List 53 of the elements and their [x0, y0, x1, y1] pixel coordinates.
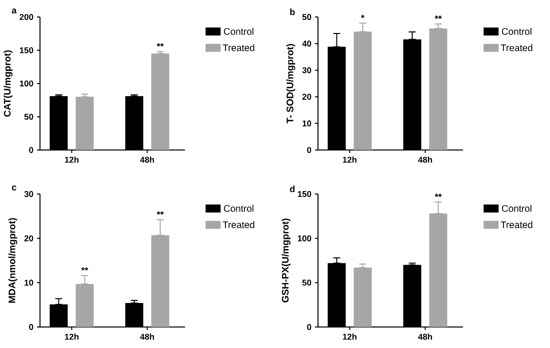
x-tick-label: 12h	[342, 156, 356, 163]
annotation: **	[156, 43, 164, 47]
annotation: **	[434, 16, 442, 19]
bar	[429, 28, 448, 150]
y-tick-label: 50	[302, 280, 312, 286]
annotation: **	[156, 211, 164, 215]
bar	[151, 54, 170, 150]
legend-label: Control	[224, 204, 254, 212]
y-axis-title: GSH-PX(U/mgprot)	[282, 218, 291, 302]
y-tick-label: 0	[307, 324, 312, 330]
x-tick-label: 12h	[64, 334, 78, 340]
bar	[354, 268, 372, 327]
y-tick-label: 150	[298, 191, 312, 197]
x-tick-label: 12h	[64, 156, 78, 163]
y-axis-title: T- SOD(U/mgprot)	[286, 44, 296, 124]
x-tick-label: 48h	[418, 156, 432, 163]
y-tick-label: 150	[20, 47, 34, 54]
y-tick-label: 200	[20, 14, 34, 20]
y-tick-label: 50	[24, 114, 34, 120]
chart-title: c	[12, 186, 16, 190]
y-tick-label: 100	[298, 235, 312, 242]
annotation: **	[434, 194, 442, 197]
bar	[76, 96, 94, 150]
legend-label: Treated	[222, 44, 254, 52]
y-tick-label: 20	[302, 94, 312, 100]
x-tick-label: 12h	[342, 334, 356, 340]
legend-label: Treated	[500, 221, 532, 228]
y-tick-label: 10	[24, 280, 34, 286]
legend-label: Control	[502, 204, 532, 212]
y-tick-label: 0	[29, 147, 34, 153]
y-tick-label: 10	[302, 120, 312, 126]
y-tick-label: 0	[29, 324, 34, 330]
y-tick-label: 20	[24, 235, 34, 242]
legend-label: Treated	[500, 44, 532, 52]
y-axis-title: CAT(U/mgprot)	[4, 50, 13, 117]
y-tick-label: 30	[24, 191, 34, 197]
y-tick-label: 30	[302, 67, 312, 74]
legend-label: Control	[224, 28, 254, 35]
chart-title: d	[290, 186, 295, 192]
legend-label: Treated	[222, 221, 254, 228]
y-tick-label: 100	[20, 80, 34, 86]
y-tick-label: 50	[302, 14, 312, 20]
annotation: **	[81, 267, 88, 271]
x-tick-label: 48h	[418, 334, 432, 340]
y-tick-label: 0	[307, 147, 312, 153]
chart-title: a	[12, 8, 17, 14]
chart-title: b	[290, 8, 295, 16]
y-axis-title: MDA(nmol/mgprot)	[8, 218, 18, 303]
legend-label: Control	[502, 28, 532, 35]
annotation: *	[361, 14, 364, 18]
x-tick-label: 48h	[140, 156, 154, 163]
x-tick-label: 48h	[140, 334, 154, 340]
y-tick-label: 40	[302, 40, 312, 47]
